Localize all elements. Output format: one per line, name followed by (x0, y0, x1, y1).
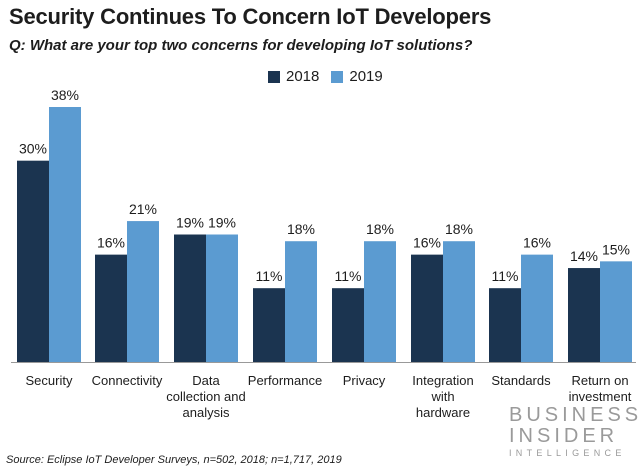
bar-2019-1 (127, 221, 159, 362)
bar-2019-4 (364, 241, 396, 362)
bar-2019-3 (285, 241, 317, 362)
category-label-7: Return on investment (569, 373, 632, 404)
category-label-2: Data collection and analysis (166, 373, 246, 420)
legend-label-2018: 2018 (286, 68, 320, 85)
bar-2019-5 (443, 241, 475, 362)
legend-item-2018: 2018 (268, 68, 319, 85)
bar-2018-2 (174, 234, 206, 362)
data-label-2019-5: 18% (445, 221, 473, 237)
bar-2019-2 (206, 234, 238, 362)
logo-line-intelligence: INTELLIGENCE (509, 448, 626, 458)
data-label-2018-0: 30% (19, 141, 47, 157)
chart-subtitle: Q: What are your top two concerns for de… (9, 37, 473, 54)
chart-title: Security Continues To Concern IoT Develo… (9, 4, 492, 29)
bar-2019-7 (600, 261, 632, 362)
data-label-2018-5: 16% (413, 235, 441, 251)
bar-2018-0 (17, 160, 49, 362)
logo-line-business: BUSINESS (509, 404, 640, 426)
data-label-2019-3: 18% (287, 221, 315, 237)
category-label-4: Privacy (343, 373, 386, 388)
bar-2018-5 (411, 254, 443, 362)
logo-line-insider: INSIDER (509, 425, 619, 447)
data-label-2018-6: 11% (492, 268, 519, 284)
data-label-2019-4: 18% (366, 221, 394, 237)
data-label-2018-2: 19% (176, 215, 204, 231)
data-label-2019-1: 21% (129, 201, 157, 217)
bar-2018-7 (568, 268, 600, 362)
legend-item-2019: 2019 (331, 68, 383, 85)
data-label-2019-7: 15% (602, 241, 630, 257)
legend: 2018 2019 (268, 68, 395, 85)
data-label-2018-1: 16% (97, 235, 125, 251)
data-label-2018-3: 11% (256, 268, 283, 284)
category-label-1: Connectivity (92, 373, 163, 388)
bar-2018-4 (332, 288, 364, 362)
category-label-6: Standards (491, 373, 551, 388)
data-label-2018-7: 14% (570, 248, 598, 264)
source-note: Source: Eclipse IoT Developer Surveys, n… (6, 454, 342, 466)
bar-2018-3 (253, 288, 285, 362)
bar-2018-1 (95, 254, 127, 362)
category-label-5: Integration with hardware (412, 373, 473, 420)
legend-swatch-2018 (268, 70, 280, 83)
legend-label-2019: 2019 (349, 68, 383, 85)
data-label-2018-4: 11% (335, 268, 362, 284)
data-label-2019-6: 16% (523, 235, 551, 251)
data-label-2019-2: 19% (208, 215, 236, 231)
category-label-0: Security (26, 373, 73, 388)
business-insider-intelligence-logo: BUSINESS INSIDER INTELLIGENCE (509, 405, 639, 459)
bar-2018-6 (489, 288, 521, 362)
category-label-3: Performance (248, 373, 322, 388)
legend-swatch-2019 (331, 70, 344, 83)
bar-2019-6 (521, 254, 553, 362)
data-label-2019-0: 38% (51, 87, 79, 103)
bar-2019-0 (49, 107, 81, 362)
